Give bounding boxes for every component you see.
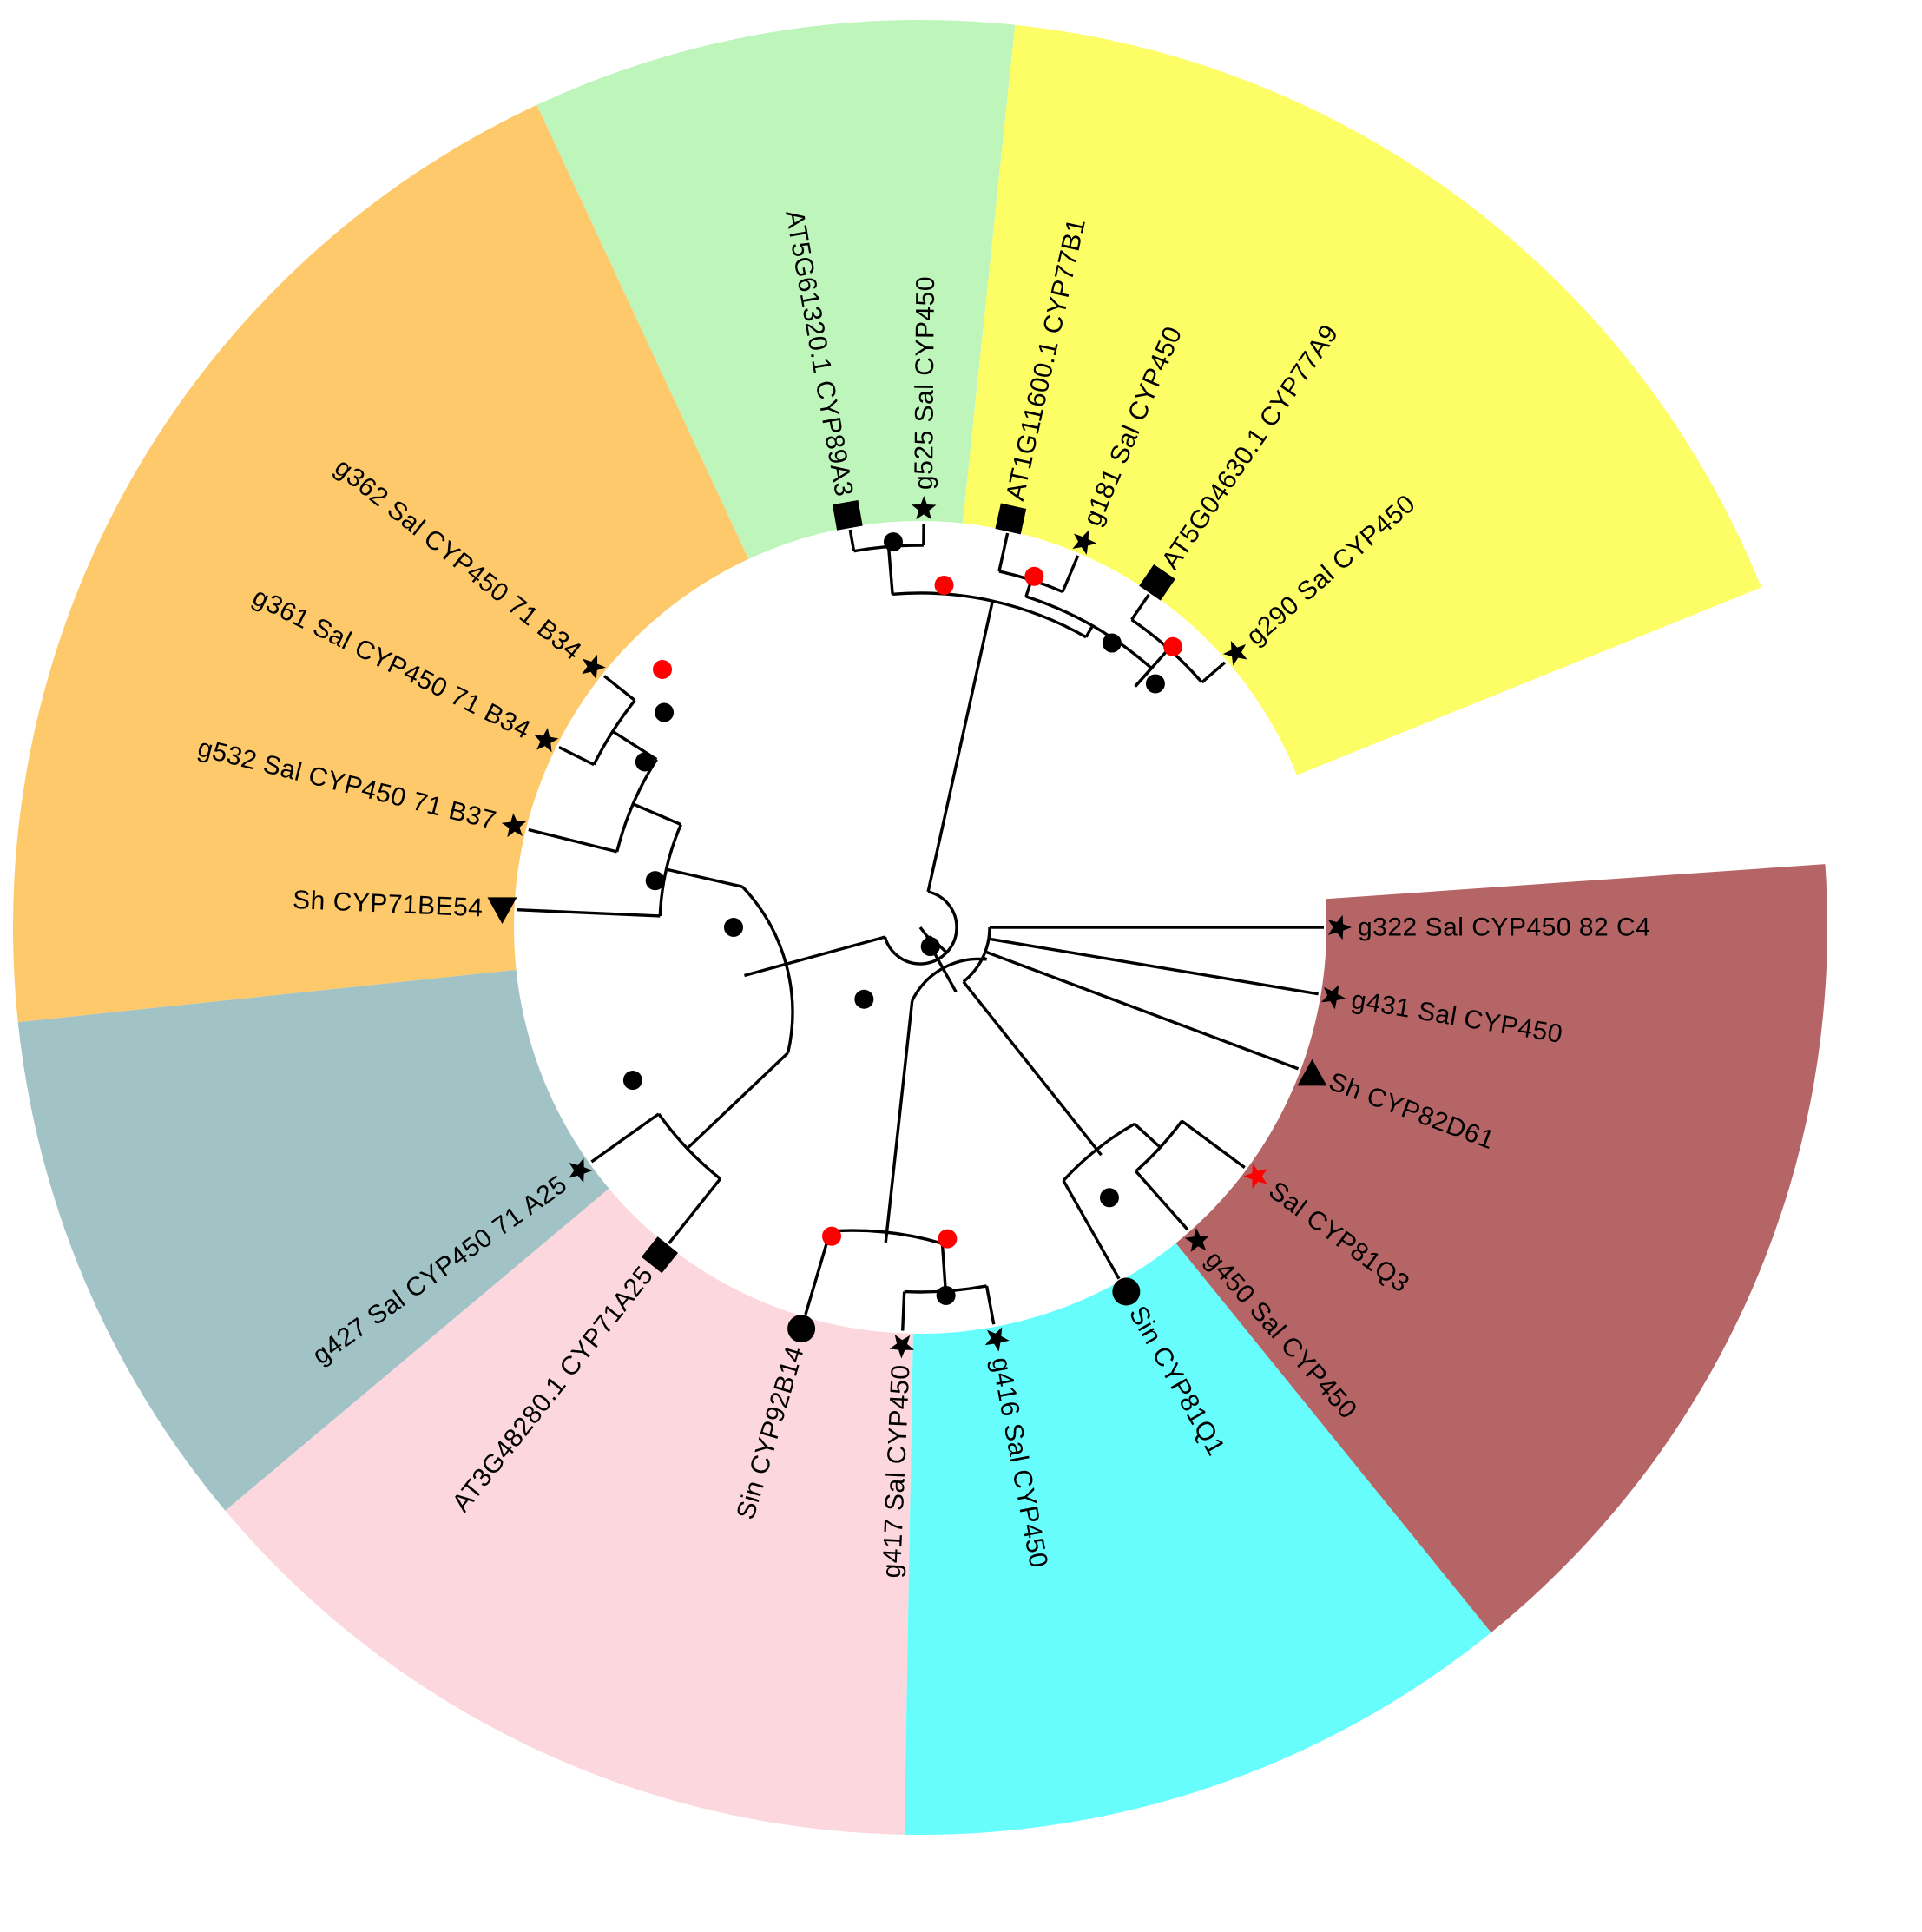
- star-marker-icon: [1320, 985, 1346, 1010]
- star-marker-icon: [1222, 640, 1247, 666]
- square-marker-icon: [832, 499, 863, 531]
- tree-branch: [941, 600, 994, 827]
- star-marker-icon: [1243, 1164, 1267, 1189]
- support-dot-red: [934, 575, 954, 595]
- tree-arc: [741, 886, 794, 1053]
- support-dot-black: [655, 702, 675, 722]
- support-dot-black: [645, 871, 665, 891]
- square-marker-icon: [1139, 564, 1175, 601]
- tree-branch: [1133, 1123, 1162, 1149]
- support-dot-red: [822, 1226, 842, 1246]
- tree-branch: [517, 908, 661, 918]
- tree-arc: [1025, 595, 1153, 669]
- leaf-g322-sal-cyp450-82-c4: g322 Sal CYP450 82 C4: [1327, 913, 1650, 942]
- star-marker-icon: [889, 1335, 915, 1359]
- tree-branch: [1130, 593, 1150, 621]
- tree-branch: [1135, 1170, 1189, 1231]
- tree-branch: [686, 1052, 789, 1150]
- star-marker-icon: [582, 654, 606, 680]
- tree-branch: [886, 546, 894, 595]
- support-dot-black: [920, 937, 940, 957]
- clade-sector-pink: [225, 1184, 913, 1835]
- tree-branch: [1061, 555, 1080, 593]
- tree-branch: [744, 962, 787, 978]
- support-nodes: [622, 532, 1183, 1305]
- tree-branch: [1134, 648, 1170, 688]
- tree-branch: [918, 926, 930, 939]
- tree-branch: [666, 867, 743, 888]
- tree-branch: [1181, 1119, 1246, 1169]
- tree-branch: [988, 937, 1319, 996]
- tree-branch: [926, 825, 945, 893]
- tree-branch: [558, 745, 595, 767]
- tree-branch: [1062, 1179, 1121, 1280]
- clade-sector-orange: [12, 104, 752, 1023]
- tree-branch: [632, 802, 682, 827]
- tree-branch: [848, 529, 856, 551]
- leaf-label: g525 Sal CYP450: [910, 276, 940, 490]
- support-dot-black: [1102, 633, 1122, 653]
- tree-branch: [984, 950, 1300, 1071]
- circle-marker-icon: [787, 1315, 816, 1343]
- support-dot-red: [1163, 636, 1183, 656]
- triangle-up-marker-icon: [1297, 1058, 1327, 1086]
- tree-branch: [984, 1285, 996, 1325]
- circle-marker-icon: [1112, 1277, 1141, 1306]
- tree-branch: [590, 1112, 660, 1164]
- tree-branch: [962, 980, 1103, 1157]
- clade-sector-grey: [17, 969, 615, 1511]
- triangle-down-marker-icon: [487, 897, 517, 924]
- star-marker-icon: [1184, 1228, 1210, 1252]
- square-marker-icon: [641, 1236, 679, 1274]
- support-dot-red: [938, 1229, 958, 1249]
- tree-arc: [658, 823, 682, 916]
- tree-branch: [940, 1243, 947, 1292]
- support-dot-black: [724, 918, 743, 937]
- star-marker-icon: [984, 1327, 1010, 1352]
- support-dot-red: [1024, 566, 1044, 586]
- tree-arc: [830, 1229, 943, 1245]
- tree-arc: [592, 699, 636, 766]
- tree-branch: [786, 935, 885, 966]
- support-dot-black: [635, 752, 655, 772]
- star-marker-icon: [501, 813, 527, 838]
- tree-arc: [962, 926, 991, 983]
- leaf-label: g322 Sal CYP450 82 C4: [1358, 913, 1650, 942]
- square-marker-icon: [995, 503, 1027, 535]
- support-dot-black: [1145, 674, 1165, 694]
- tree-branch: [603, 675, 636, 702]
- star-marker-icon: [1072, 530, 1097, 555]
- clade-sector-red: [1171, 864, 1827, 1633]
- star-marker-icon: [534, 728, 559, 753]
- star-marker-icon: [1327, 914, 1352, 940]
- tree-branch: [884, 1000, 914, 1243]
- support-dot-black: [1099, 1188, 1119, 1208]
- support-dot-black: [622, 1071, 642, 1091]
- tree-branch: [804, 1230, 832, 1315]
- tree-branch: [668, 1177, 722, 1244]
- tree-branch: [1084, 624, 1094, 638]
- tree-arc: [657, 1112, 721, 1180]
- tree-arc: [892, 591, 1087, 639]
- tree-branch: [901, 1291, 906, 1331]
- tree-arc: [911, 957, 987, 1002]
- leaf-g525-sal-cyp450: g525 Sal CYP450: [910, 276, 940, 520]
- tree-arc: [1135, 1120, 1183, 1173]
- support-dot-black: [854, 989, 874, 1009]
- clade-sector-green: [536, 19, 1016, 566]
- support-dot-black: [883, 532, 903, 552]
- clade-sector-cyan: [904, 1237, 1491, 1835]
- tree-branch: [528, 828, 618, 854]
- tree-branch: [1201, 661, 1227, 684]
- star-marker-icon: [911, 496, 937, 520]
- star-marker-icon: [569, 1157, 593, 1184]
- tree-arc: [883, 890, 958, 966]
- tree-branch: [997, 532, 1010, 572]
- support-dot-red: [653, 660, 673, 680]
- tree-arc: [1062, 1122, 1135, 1182]
- support-dot-black: [936, 1285, 956, 1305]
